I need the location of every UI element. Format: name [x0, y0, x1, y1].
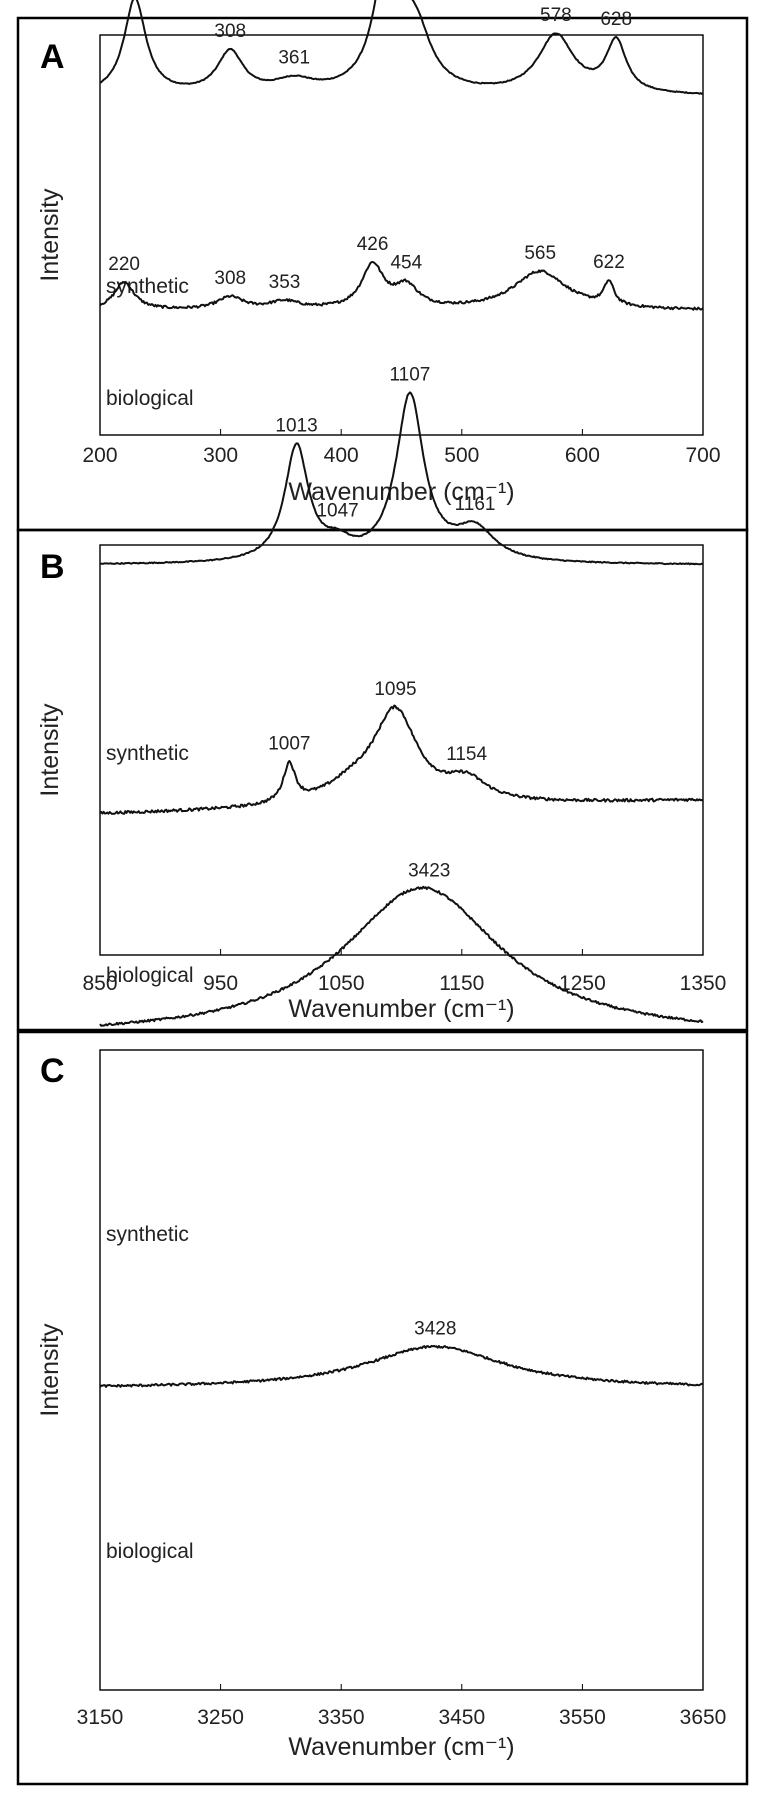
- x-tick-label: 500: [444, 444, 479, 467]
- series-label-synthetic: synthetic: [106, 275, 189, 298]
- x-tick-label: 3550: [559, 1706, 606, 1729]
- panel-b: B 850 950 1050 1150 1250 1350 Wavenumber (cm⁻¹)…: [16, 364, 749, 1032]
- peak-label: 3423: [408, 861, 450, 882]
- peak-label: 1013: [275, 415, 317, 436]
- series-line-biological: [99, 704, 704, 815]
- peak-label: 1007: [268, 734, 310, 755]
- x-axis-title: Wavenumber (cm⁻¹): [288, 1733, 514, 1761]
- panel-letter: B: [40, 548, 65, 586]
- peak-label: 1095: [374, 679, 416, 700]
- peak-label: 220: [108, 254, 140, 275]
- x-tick-label: 1050: [318, 972, 365, 995]
- panel-letter: A: [40, 38, 65, 76]
- plot-area-border: [99, 34, 704, 436]
- x-tick-label: 850: [82, 972, 117, 995]
- peak-label: 308: [214, 21, 246, 42]
- peak-label: 454: [390, 253, 422, 274]
- x-axis-title: Wavenumber (cm⁻¹): [288, 995, 514, 1023]
- peak-label: 1047: [316, 501, 358, 522]
- peak-label: 308: [214, 268, 246, 289]
- series-label-synthetic: synthetic: [106, 742, 189, 765]
- peak-label: 1154: [446, 744, 487, 765]
- x-tick-label: 1150: [439, 972, 484, 995]
- peak-label: 1161: [455, 494, 496, 515]
- peak-label: 1107: [390, 364, 431, 385]
- peak-label: 578: [540, 5, 572, 26]
- peak-label: 426: [357, 234, 389, 255]
- x-tick-label: 300: [203, 444, 238, 467]
- panel-c: C 3150 3250 3350 3450 3550 3650 Wavenumber (cm⁻…: [16, 861, 749, 1786]
- x-tick-label: 3150: [77, 1706, 124, 1729]
- series-label-biological: biological: [106, 387, 194, 410]
- x-tick-label: 1350: [680, 972, 727, 995]
- y-axis-title: Intensity: [36, 703, 64, 797]
- panel-frame: [16, 1030, 749, 1786]
- y-axis-title: Intensity: [36, 188, 64, 282]
- y-axis-title: Intensity: [36, 1323, 64, 1417]
- plot-area-border: [99, 544, 704, 956]
- peak-label: 565: [524, 243, 556, 264]
- x-tick-label: 950: [203, 972, 238, 995]
- x-tick-label: 700: [685, 444, 720, 467]
- x-tick-label: 1250: [559, 972, 606, 995]
- plot-area-border: [99, 1049, 704, 1691]
- x-tick-label: 200: [82, 444, 117, 467]
- series-label-synthetic: synthetic: [106, 1223, 189, 1246]
- peak-label: 353: [269, 272, 301, 293]
- panel-a: A 200 300 400 500 600 700 Wavenumber (cm⁻¹) Inte…: [16, 0, 749, 532]
- series-line-biological: [99, 1344, 704, 1388]
- series-line-synthetic: [99, 391, 704, 566]
- peak-label: 3428: [414, 1319, 456, 1340]
- panel-letter: C: [40, 1052, 65, 1090]
- x-tick-label: 3350: [318, 1706, 365, 1729]
- peak-label: 622: [593, 252, 625, 273]
- x-tick-label: 600: [565, 444, 600, 467]
- x-tick-label: 3250: [197, 1706, 244, 1729]
- peak-label: 628: [600, 9, 632, 30]
- series-label-biological: biological: [106, 1540, 194, 1563]
- panel-frame: [16, 528, 749, 1032]
- x-axis-title: Wavenumber (cm⁻¹): [288, 478, 514, 506]
- series-line-synthetic: [99, 885, 704, 1027]
- series-line-synthetic: [99, 0, 704, 95]
- x-tick-label: 3650: [680, 1706, 727, 1729]
- peak-label: 361: [278, 48, 310, 69]
- x-tick-label: 3450: [438, 1706, 485, 1729]
- x-tick-label: 400: [324, 444, 359, 467]
- series-line-biological: [99, 260, 704, 311]
- series-label-biological: biological: [106, 964, 194, 987]
